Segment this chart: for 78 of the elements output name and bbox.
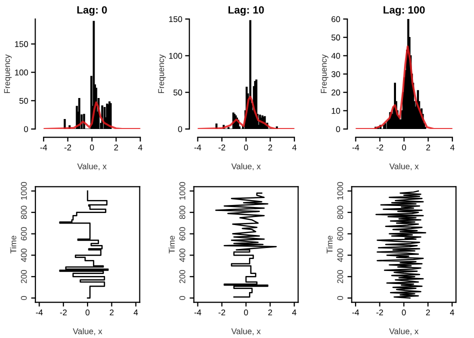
x-tick-label: 2 bbox=[426, 309, 430, 316]
x-tick-label: 0 bbox=[86, 309, 90, 316]
y-tick-label: 400 bbox=[20, 248, 27, 262]
x-tick-label: 4 bbox=[450, 144, 454, 150]
x-tick-label: 2 bbox=[268, 309, 272, 316]
y-tick-label: 800 bbox=[337, 206, 344, 219]
y-tick-label: 0 bbox=[336, 126, 340, 132]
x-axis-title: Value, x bbox=[231, 163, 261, 170]
y-axis-title: Frequency bbox=[4, 54, 12, 94]
x-axis-title: Value, x bbox=[72, 328, 102, 336]
x-tick-label: -2 bbox=[376, 144, 384, 150]
x-tick-label: -4 bbox=[352, 144, 360, 150]
x-tick-label: -4 bbox=[194, 310, 202, 316]
x-tick-label: 0 bbox=[244, 144, 248, 150]
y-tick-label: 800 bbox=[179, 206, 186, 219]
x-tick-label: 0 bbox=[90, 144, 94, 150]
x-tick-label: -4 bbox=[36, 310, 43, 316]
y-tick-label: 30 bbox=[331, 71, 340, 78]
y-tick-label: 0 bbox=[178, 126, 182, 132]
x-tick-label: -4 bbox=[40, 144, 48, 150]
x-tick-label: 4 bbox=[134, 310, 138, 316]
y-tick-label: 60 bbox=[332, 16, 340, 22]
y-axis-title: Time bbox=[10, 236, 16, 254]
y-tick-label: 400 bbox=[179, 248, 186, 262]
x-tick-label: 4 bbox=[450, 310, 454, 316]
y-tick-label: 150 bbox=[15, 41, 28, 48]
x-tick-label: -2 bbox=[376, 309, 383, 316]
x-axis-title: Value, x bbox=[389, 328, 419, 336]
y-tick-label: 1000 bbox=[20, 182, 27, 200]
y-tick-label: 0 bbox=[179, 296, 186, 300]
y-tick-label: 1000 bbox=[337, 182, 344, 200]
y-axis-title: Frequency bbox=[320, 54, 328, 94]
x-tick-label: -2 bbox=[60, 309, 67, 316]
x-tick-label: 4 bbox=[292, 310, 296, 316]
x-tick-label: 4 bbox=[292, 144, 296, 150]
y-tick-label: 0 bbox=[337, 296, 344, 300]
x-tick-label: -2 bbox=[64, 144, 72, 150]
y-tick-label: 50 bbox=[173, 90, 182, 96]
x-tick-label: 2 bbox=[114, 144, 118, 150]
x-axis-title: Value, x bbox=[389, 163, 419, 170]
y-tick-label: 150 bbox=[169, 16, 182, 22]
y-tick-label: 100 bbox=[169, 52, 182, 59]
y-tick-label: 600 bbox=[179, 227, 186, 240]
x-tick-label: 2 bbox=[110, 309, 114, 316]
x-axis-title: Value, x bbox=[77, 163, 107, 170]
x-tick-label: 2 bbox=[268, 144, 272, 150]
y-tick-label: 100 bbox=[15, 70, 28, 76]
y-axis-title: Time bbox=[326, 236, 333, 254]
y-tick-label: 200 bbox=[20, 270, 27, 284]
y-tick-label: 50 bbox=[19, 98, 28, 104]
y-tick-label: 200 bbox=[179, 270, 186, 284]
chart-title: Lag: 100 bbox=[384, 6, 425, 16]
x-tick-label: 0 bbox=[402, 309, 406, 316]
x-tick-label: -4 bbox=[194, 144, 202, 150]
y-tick-label: 0 bbox=[24, 126, 28, 132]
x-tick-label: 0 bbox=[402, 144, 406, 150]
x-tick-label: 0 bbox=[244, 309, 248, 316]
y-tick-label: 1000 bbox=[179, 182, 186, 200]
y-tick-label: 800 bbox=[20, 206, 27, 219]
chart-title: Lag: 0 bbox=[77, 6, 107, 16]
y-tick-label: 400 bbox=[337, 248, 344, 262]
y-axis-title: Time bbox=[168, 236, 175, 254]
y-tick-label: 600 bbox=[337, 227, 344, 240]
y-axis-title: Frequency bbox=[158, 54, 166, 94]
y-tick-label: 600 bbox=[20, 227, 27, 240]
y-tick-label: 40 bbox=[331, 52, 340, 59]
y-tick-label: 0 bbox=[20, 296, 27, 300]
chart-title: Lag: 10 bbox=[228, 6, 264, 16]
x-tick-label: -2 bbox=[218, 144, 226, 150]
x-tick-label: -2 bbox=[218, 309, 226, 316]
x-tick-label: 4 bbox=[138, 144, 142, 150]
y-tick-label: 200 bbox=[337, 270, 344, 284]
y-tick-label: 20 bbox=[332, 90, 340, 96]
x-tick-label: -4 bbox=[352, 310, 360, 316]
y-tick-label: 50 bbox=[331, 34, 340, 40]
x-tick-label: 2 bbox=[426, 144, 430, 150]
x-axis-title: Value, x bbox=[231, 328, 261, 336]
y-tick-label: 10 bbox=[332, 108, 340, 114]
